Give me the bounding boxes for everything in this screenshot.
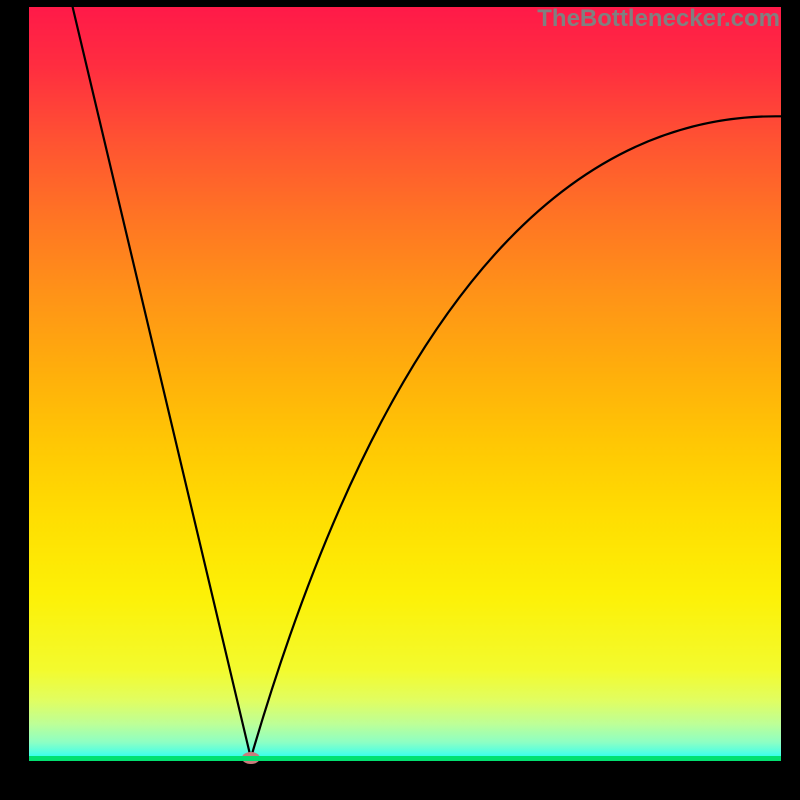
chart-outer-frame: TheBottlenecker.com bbox=[0, 0, 800, 800]
green-bottom-strip bbox=[29, 756, 781, 761]
bottleneck-curve bbox=[0, 0, 800, 800]
watermark-text: TheBottlenecker.com bbox=[537, 5, 780, 33]
